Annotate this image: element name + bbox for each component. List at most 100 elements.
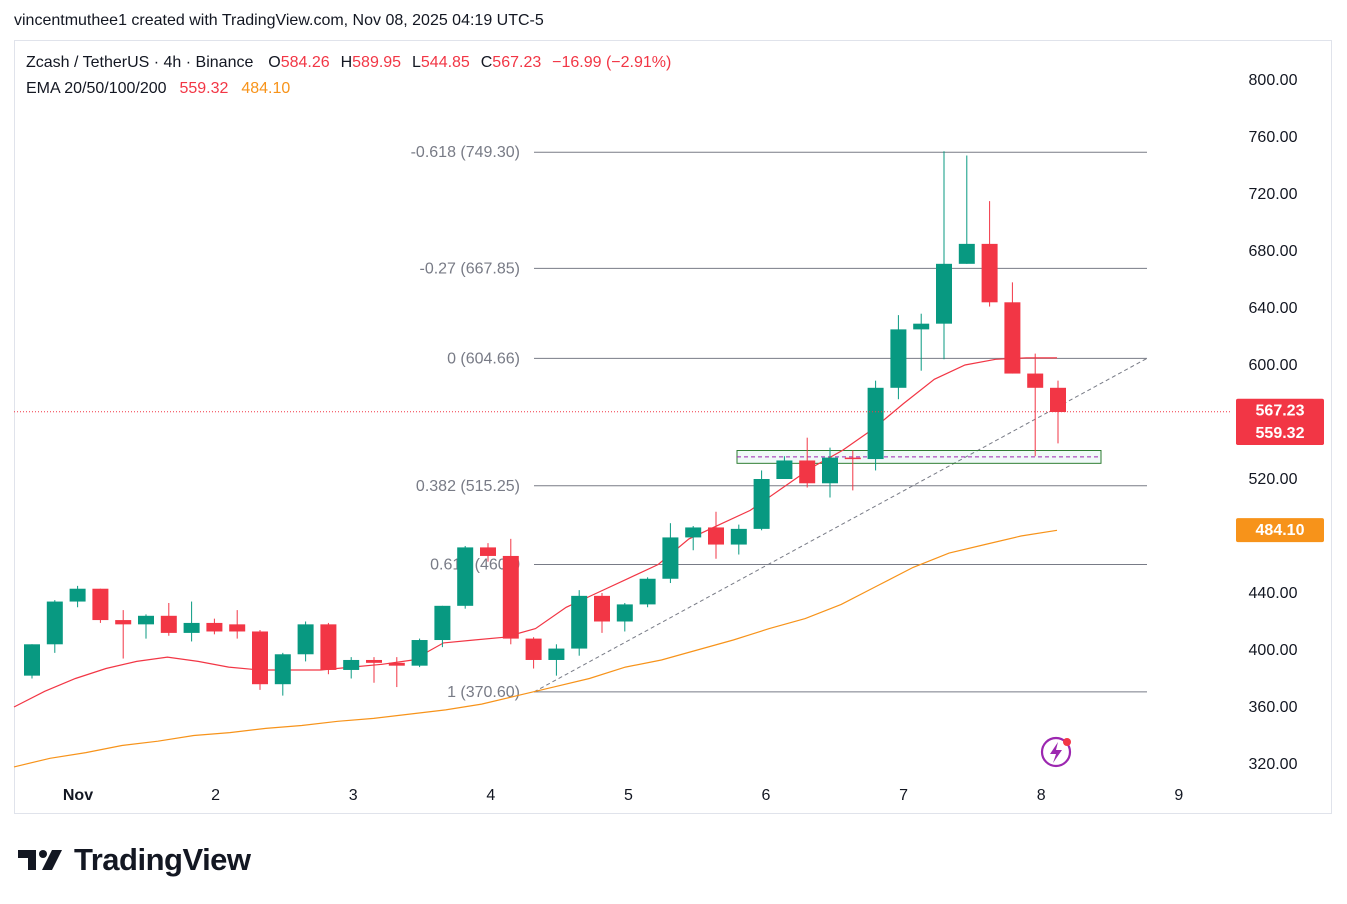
candle-17	[411, 638, 428, 668]
candle-body	[867, 387, 884, 460]
time-tick-5: 6	[762, 787, 771, 804]
candle-body	[92, 588, 109, 621]
candle-20	[480, 543, 496, 562]
ema-badge-1-bg	[1236, 518, 1324, 543]
candle-body	[890, 329, 907, 388]
candle-body	[274, 654, 291, 685]
candle-body	[252, 631, 268, 685]
low-value: 544.85	[420, 54, 470, 71]
candle-15	[366, 657, 382, 683]
ema-indicator-label[interactable]: EMA 20/50/100/200	[26, 80, 167, 97]
price-tick-0: 320.00	[1249, 756, 1298, 773]
time-axis[interactable]: Nov 2 3 4 5 6 7 8 9	[63, 787, 1183, 804]
candle-23	[548, 644, 565, 676]
candle-36	[844, 450, 861, 491]
time-tick-2: 3	[349, 787, 358, 804]
ema-layer	[13, 357, 1058, 768]
fib-label-3: 0.382 (515.25)	[416, 478, 520, 495]
price-tick-7: 600.00	[1249, 357, 1298, 374]
candle-37	[867, 380, 884, 471]
price-tick-3: 440.00	[1249, 585, 1298, 602]
time-tick-0: Nov	[63, 787, 93, 804]
candle-body	[115, 620, 132, 625]
time-tick-6: 7	[899, 787, 908, 804]
candle-body	[480, 547, 496, 556]
candle-38	[890, 315, 907, 400]
price-tick-9: 680.00	[1249, 243, 1298, 260]
candle-30	[708, 511, 724, 559]
candle-body	[981, 243, 998, 303]
candle-body	[229, 624, 246, 632]
ema50-line	[13, 529, 1058, 768]
candle-43	[1004, 282, 1021, 374]
candle-layer	[24, 151, 1066, 696]
candle-14	[343, 657, 360, 679]
candle-body	[639, 578, 656, 605]
candle-body	[24, 644, 40, 676]
candle-7	[183, 601, 200, 642]
ema-badge-0: 559.32	[1236, 420, 1324, 445]
candle-body	[730, 528, 747, 545]
price-tick-10: 720.00	[1249, 186, 1298, 203]
candle-body	[525, 638, 542, 660]
candle-body	[457, 547, 474, 606]
candle-13	[320, 622, 337, 675]
candle-34	[799, 437, 816, 488]
candle-body	[616, 604, 633, 622]
high-label: H	[340, 54, 353, 71]
ema20-value: 559.32	[179, 80, 229, 97]
candle-body	[297, 624, 314, 655]
price-tick-2: 400.00	[1249, 642, 1298, 659]
candle-body	[685, 527, 702, 538]
candle-28	[662, 523, 679, 584]
price-tick-12: 800.00	[1249, 72, 1298, 89]
ema-legend[interactable]: EMA 20/50/100/200 559.32 484.10	[26, 80, 290, 98]
candle-19	[457, 545, 474, 609]
time-tick-1: 2	[211, 787, 220, 804]
candle-body	[799, 460, 816, 484]
price-tick-5: 520.00	[1249, 471, 1298, 488]
candle-26	[616, 602, 633, 632]
symbol-legend[interactable]: Zcash / TetherUS · 4h · Binance O584.26 …	[26, 54, 671, 72]
candle-body	[343, 659, 360, 670]
candle-body	[138, 615, 154, 625]
candle-body	[662, 537, 679, 579]
fib-retracement-layer: -0.618 (749.30) -0.27 (667.85) 0 (604.66) 0…	[411, 144, 1147, 701]
candle-8	[206, 618, 223, 635]
candle-body	[548, 648, 565, 660]
candle-25	[594, 593, 610, 633]
tradingview-logo: TradingView	[18, 842, 251, 878]
candle-5	[138, 614, 154, 639]
candle-0	[24, 644, 40, 679]
candle-44	[1027, 353, 1044, 457]
ema-badge-0-text-0: 559.32	[1256, 425, 1305, 442]
candle-24	[571, 590, 588, 656]
candle-35	[822, 447, 838, 498]
candle-body	[69, 588, 86, 602]
fib-label-1: -0.27 (667.85)	[419, 260, 520, 277]
symbol-name[interactable]: Zcash / TetherUS · 4h · Binance	[26, 54, 254, 71]
close-value: 567.23	[492, 54, 542, 71]
candle-body	[206, 622, 223, 632]
misc-layer	[14, 411, 1232, 768]
lightning-alert-ring	[1040, 736, 1072, 768]
candle-body	[366, 659, 382, 663]
candle-31	[730, 524, 747, 555]
candle-39	[913, 313, 930, 371]
candle-4	[115, 610, 132, 659]
candle-6	[160, 602, 177, 636]
lightning-alert-bolt	[1050, 742, 1062, 763]
lightning-alert-dot	[1063, 738, 1071, 746]
fib-label-0: -0.618 (749.30)	[411, 144, 520, 161]
tradingview-logo-icon	[18, 850, 62, 870]
candle-body	[753, 479, 770, 529]
candle-body	[1027, 373, 1044, 388]
price-tick-11: 760.00	[1249, 129, 1298, 146]
open-label: O	[268, 54, 281, 71]
candle-body	[708, 527, 724, 545]
candle-body	[160, 615, 177, 633]
fib-trendline	[533, 357, 1148, 693]
ema-badge-1-text-0: 484.10	[1256, 522, 1305, 539]
